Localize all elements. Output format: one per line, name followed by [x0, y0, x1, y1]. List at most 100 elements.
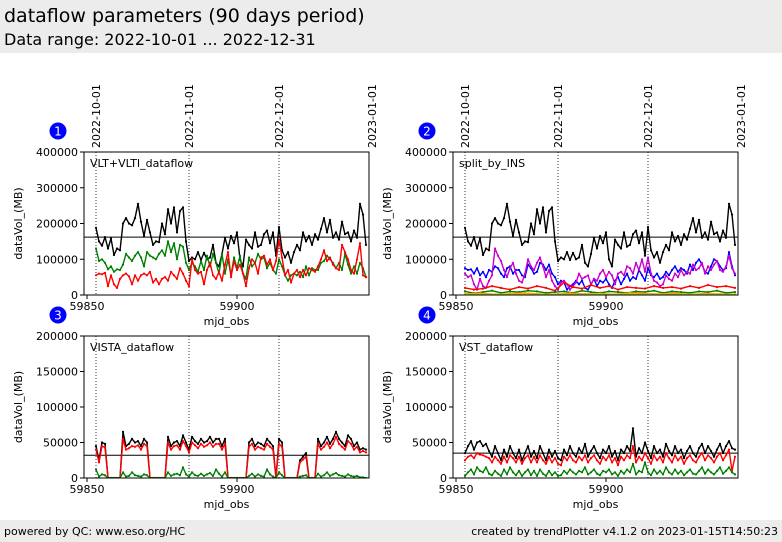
data-point-magenta [646, 256, 650, 259]
data-point-red [574, 461, 578, 464]
data-point-black [352, 229, 356, 232]
data-point-red [145, 445, 149, 448]
data-point-green [553, 291, 557, 294]
panel-number-label: 3 [54, 309, 62, 323]
date-marker-label: 2022-11-01 [183, 84, 196, 148]
data-point-black [697, 447, 701, 450]
data-point-black [202, 251, 206, 254]
data-point-black [571, 452, 575, 455]
data-point-magenta [586, 274, 590, 277]
data-point-black [196, 251, 200, 254]
data-point-black [637, 447, 641, 450]
data-point-red [289, 281, 293, 284]
data-point-red [358, 451, 362, 454]
data-point-magenta [718, 268, 722, 272]
data-point-red [280, 256, 284, 259]
panel-label: VLT+VLTI_dataflow [90, 157, 193, 170]
data-point-red [133, 445, 137, 448]
data-point-black [94, 445, 98, 448]
data-point-red [151, 281, 155, 284]
data-point-green [595, 472, 599, 475]
data-point-red [610, 461, 614, 464]
data-point-black [463, 452, 467, 455]
data-point-black [97, 240, 101, 243]
x-tick-label: 59900 [589, 483, 624, 496]
data-point-black [286, 251, 290, 254]
data-point-magenta [559, 281, 563, 284]
data-point-red [532, 455, 536, 458]
data-point-red [619, 455, 623, 458]
x-tick-label: 59900 [220, 300, 255, 313]
data-point-green [322, 259, 326, 263]
data-point-black [103, 442, 107, 445]
data-point-green [301, 474, 305, 477]
data-point-red [586, 461, 590, 464]
data-point-blue [466, 268, 470, 272]
data-point-black [277, 226, 281, 229]
data-point-black [559, 459, 563, 462]
data-point-black [688, 227, 692, 230]
data-point-blue [679, 267, 683, 270]
series-group [463, 202, 737, 295]
data-point-red [535, 285, 539, 288]
data-point-black [226, 247, 230, 250]
x-tick-label: 59850 [439, 300, 474, 313]
data-point-red [589, 283, 593, 287]
data-point-black [481, 253, 485, 257]
data-point-green [472, 473, 476, 476]
data-point-green [277, 471, 281, 474]
data-point-red [685, 457, 689, 460]
data-point-green [193, 474, 197, 477]
data-point-black [295, 243, 299, 246]
data-point-green [550, 474, 554, 477]
data-point-black [652, 445, 656, 448]
data-point-green [610, 473, 614, 476]
data-point-green [286, 279, 290, 282]
data-point-red [688, 454, 692, 457]
data-point-green [199, 472, 203, 475]
data-point-black [646, 449, 650, 453]
data-point-black [319, 227, 323, 230]
data-point-green [622, 472, 626, 475]
data-point-green [145, 474, 149, 477]
data-point-black [244, 238, 248, 241]
data-point-green [568, 468, 572, 471]
data-point-red [187, 285, 191, 288]
data-point-black [730, 447, 734, 450]
data-point-black [247, 441, 251, 444]
data-point-black [229, 234, 233, 238]
data-point-black [361, 213, 365, 216]
data-point-black [700, 236, 704, 239]
data-point-green [355, 272, 359, 275]
data-point-red [211, 274, 215, 277]
data-point-magenta [676, 276, 680, 279]
data-point-red [643, 452, 647, 455]
data-point-green [589, 471, 593, 474]
data-point-blue [646, 267, 650, 270]
data-point-green [109, 265, 113, 268]
data-point-red [538, 454, 542, 457]
data-point-black [568, 258, 572, 262]
data-point-red [361, 449, 365, 453]
data-point-green [118, 268, 122, 272]
data-point-red [721, 459, 725, 462]
data-point-magenta [652, 279, 656, 282]
data-point-blue [607, 283, 611, 286]
panel-label: VST_dataflow [459, 341, 533, 354]
data-point-black [259, 442, 263, 445]
data-point-black [613, 449, 617, 453]
data-point-magenta [466, 276, 470, 279]
data-point-red [466, 455, 470, 458]
data-point-red [166, 441, 170, 444]
data-point-green [652, 289, 656, 292]
data-point-black [703, 231, 707, 234]
data-point-red [103, 271, 107, 274]
data-point-green [535, 474, 539, 477]
data-point-black [250, 247, 254, 250]
data-point-red [325, 259, 329, 263]
data-point-red [670, 286, 674, 289]
data-point-red [319, 258, 323, 261]
data-point-red [217, 442, 221, 445]
data-point-black [184, 240, 188, 243]
data-point-green [265, 267, 269, 270]
